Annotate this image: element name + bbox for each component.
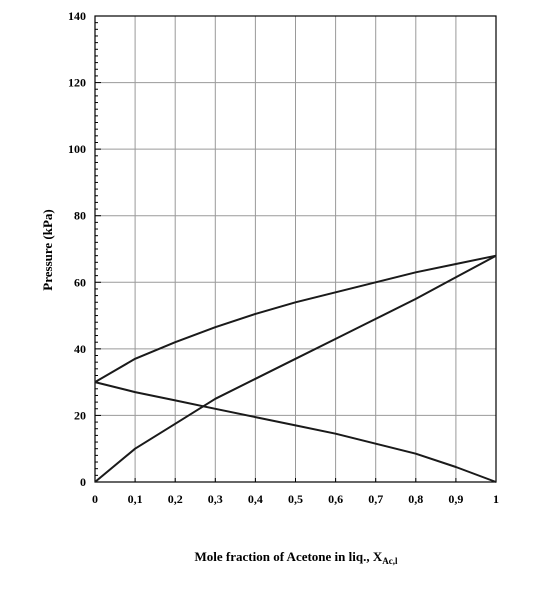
y-tick-label: 140: [68, 9, 86, 23]
y-axis-title: Pressure (kPa): [40, 209, 55, 290]
y-tick-label: 40: [74, 342, 86, 356]
series-layer: [94, 254, 497, 483]
x-tick-label: 0,7: [368, 492, 383, 506]
y-axis-tick-labels: 0 20 40 60 80 100 120 140: [68, 9, 86, 489]
grid: [94, 15, 497, 483]
plot-frame: [94, 15, 497, 483]
y-tick-label: 0: [80, 475, 86, 489]
series-line-3: [94, 381, 497, 483]
x-tick-label: 0,4: [248, 492, 263, 506]
x-tick-label: 0,8: [408, 492, 423, 506]
x-tick-label: 0,3: [208, 492, 223, 506]
x-tick-label: 0,2: [168, 492, 183, 506]
y-tick-label: 20: [74, 408, 86, 422]
x-axis-title: Mole fraction of Acetone in liq., XAc,l: [195, 549, 398, 566]
y-tick-label: 120: [68, 76, 86, 90]
series-line-1: [94, 254, 497, 383]
x-axis-tick-labels: 0 0,1 0,2 0,3 0,4 0,5 0,6 0,7 0,8 0,9 1: [92, 492, 499, 506]
x-tick-label: 0,6: [328, 492, 343, 506]
series-line-2: [94, 254, 497, 483]
x-axis-title-main: Mole fraction of Acetone in liq., X: [195, 549, 383, 564]
y-tick-label: 60: [74, 275, 86, 289]
x-tick-label: 1: [493, 492, 499, 506]
x-tick-label: 0: [92, 492, 98, 506]
x-tick-label: 0,1: [128, 492, 143, 506]
y-tick-label: 80: [74, 209, 86, 223]
x-axis-title-subscript: Ac,l: [382, 556, 398, 566]
x-tick-label: 0,5: [288, 492, 303, 506]
y-tick-label: 100: [68, 142, 86, 156]
x-tick-label: 0,9: [448, 492, 463, 506]
